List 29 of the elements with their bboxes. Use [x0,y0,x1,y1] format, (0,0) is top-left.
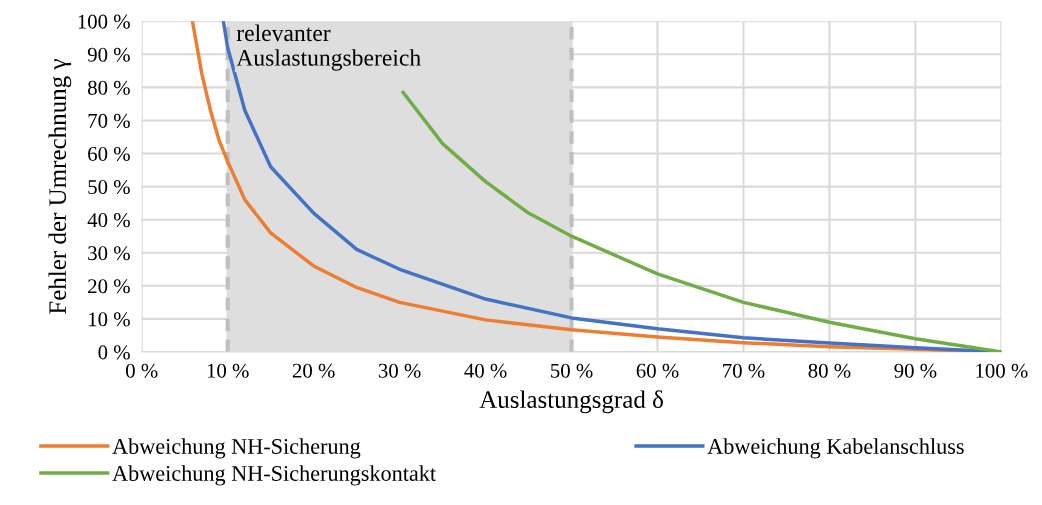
y-tick-label: 20 % [88,279,130,294]
legend-label: Abweichung NH-Sicherung [112,438,361,459]
x-tick-label: 0 % [126,363,158,378]
legend-label: Abweichung NH-Sicherungskontakt [112,465,436,486]
y-tick-label: 60 % [88,146,130,162]
line-series [401,90,1002,352]
band-label: relevanter Auslastungsbereich [236,24,421,71]
y-tick-label: 40 % [87,213,130,228]
y-tick-label: 80 % [88,80,130,95]
x-tick-label: 10 % [207,363,249,378]
x-tick-label: 40 % [464,363,507,378]
x-tick-label: 50 % [551,363,593,378]
y-tick-label: 10 % [89,312,130,327]
x-tick-label: 100 % [976,363,1028,378]
x-axis-title: Auslastungsgrad δ [479,390,663,414]
y-tick-label: 50 % [88,179,130,195]
x-tick-label: 70 % [723,363,765,378]
x-tick-label: 90 % [894,363,937,378]
y-tick-label: 0 % [98,345,130,360]
x-tick-label: 80 % [808,363,851,378]
y-tick-label: 30 % [88,246,130,261]
x-tick-label: 20 % [292,363,335,378]
legend-label: Abweichung Kabelanschluss [707,438,964,459]
y-axis-title: Fehler der Umrechnung γ [48,59,72,314]
x-tick-label: 30 % [378,363,421,378]
x-tick-label: 60 % [636,363,679,378]
y-tick-label: 90 % [87,47,130,62]
y-tick-label: 100 % [78,14,130,29]
y-tick-label: 70 % [88,113,130,128]
